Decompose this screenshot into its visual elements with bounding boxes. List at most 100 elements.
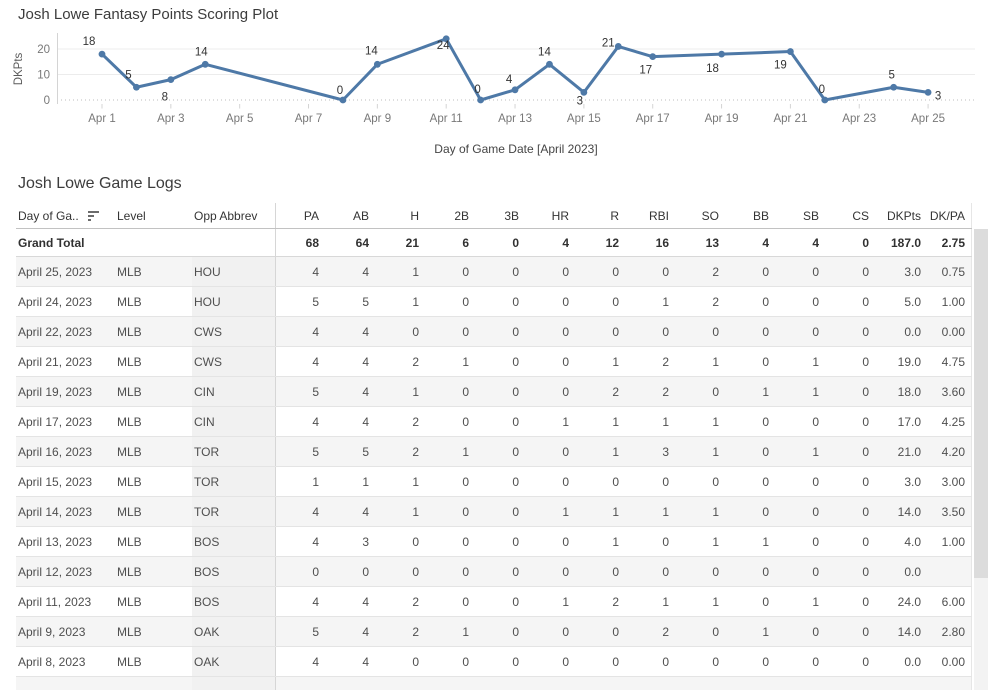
column-header-3b[interactable]: 3B [475,203,525,228]
cell-stat: 1 [662,504,669,519]
column-header-pa[interactable]: PA [275,203,325,228]
data-point-apr-3[interactable] [167,76,175,83]
cell-stat: 1 [662,594,669,609]
x-tick-label: Apr 9 [364,113,392,125]
cell-stat: 1 [762,624,769,639]
point-label: 4 [506,74,513,86]
sort-descending-icon[interactable] [87,210,99,221]
point-label: 5 [888,69,894,81]
cell-stat: 6.00 [927,587,972,616]
cell-stat: 0 [562,294,569,309]
column-header-2b[interactable]: 2B [425,203,475,228]
cell-stat: 0 [762,594,769,609]
point-label: 3 [577,95,583,107]
column-header-label: 2B [454,208,469,223]
column-header-dk-pa[interactable]: DK/PA [927,203,972,228]
cell-level: MLB [117,444,142,459]
cell-stat: 3.60 [927,377,972,406]
cell-grand-total-value: 16 [655,235,669,250]
cell [675,677,725,690]
column-header-sb[interactable]: SB [775,203,825,228]
table-row[interactable]: April 22, 2023 MLB CWS 4 4 0 0 0 0 0 0 0 0 0 0 0.0 0.00 [16,317,972,347]
data-point-apr-2[interactable] [133,83,140,91]
column-header-day-of-ga-[interactable]: Day of Ga.. [16,203,115,228]
column-header-ab[interactable]: AB [325,203,375,228]
cell-opp: BOS [192,587,275,616]
cell-stat: 0 [562,324,569,339]
cell-stat: 1 [562,504,569,519]
column-header-level[interactable]: Level [115,203,192,228]
cell-stat: 0 [512,654,519,669]
table-scrollbar-thumb[interactable] [974,229,988,578]
data-point-apr-14[interactable] [546,60,553,68]
column-header-label: BB [752,208,769,223]
point-label: 21 [602,37,615,49]
data-point-apr-9[interactable] [373,60,381,68]
cell-date: April 8, 2023 [18,654,86,669]
table-row[interactable]: April 21, 2023 MLB CWS 4 4 2 1 0 0 1 2 1 0 1 0 19.0 4.75 [16,347,972,377]
data-point-apr-1[interactable] [98,50,106,58]
data-point-apr-11[interactable] [442,35,450,43]
cell-stat: 4 [362,354,369,369]
data-point-apr-13[interactable] [511,86,519,94]
table-row[interactable]: April 11, 2023 MLB BOS 4 4 2 0 0 1 2 1 1 0 1 0 24.0 6.00 [16,587,972,617]
table-row[interactable]: April 15, 2023 MLB TOR 1 1 1 0 0 0 0 0 0 0 0 0 3.0 3.00 [16,467,972,497]
cell-stat: 0 [812,324,819,339]
data-point-apr-22[interactable] [821,96,829,104]
table-row[interactable]: April 17, 2023 MLB CIN 4 4 2 0 0 1 1 1 1 0 0 0 17.0 4.25 [16,407,972,437]
fantasy-points-line-chart: 0 10 20 DKPts Apr 1 Apr 3 Apr 5 Apr 7 Apr 9 Apr 1… [13,33,975,156]
cell-stat: 0 [462,564,469,579]
data-point-apr-8[interactable] [339,96,347,104]
table-row[interactable]: April 19, 2023 MLB CIN 5 4 1 0 0 0 2 2 0 1 1 0 18.0 3.60 [16,377,972,407]
cell-stat: 0 [662,474,669,489]
data-point-apr-24[interactable] [890,83,898,91]
cell-grand-total-value: 0 [862,235,869,250]
cell-stat: 1 [612,504,619,519]
table-row[interactable]: April 24, 2023 MLB HOU 5 5 1 0 0 0 0 1 2 0 0 0 5.0 1.00 [16,287,972,317]
point-label: 14 [195,46,208,58]
data-point-apr-21[interactable] [787,48,794,55]
data-point-apr-17[interactable] [649,53,657,61]
column-header-dkpts[interactable]: DKPts [875,203,927,228]
column-header-r[interactable]: R [575,203,625,228]
column-header-rbi[interactable]: RBI [625,203,675,228]
table-scrollbar-track[interactable] [974,229,988,690]
column-header-opp-abbrev[interactable]: Opp Abbrev [192,203,275,228]
data-point-apr-19[interactable] [718,50,725,58]
column-header-hr[interactable]: HR [525,203,575,228]
data-point-apr-12[interactable] [477,96,485,104]
data-point-apr-16[interactable] [614,43,622,50]
data-point-apr-15[interactable] [580,88,588,96]
table-row[interactable]: April 12, 2023 MLB BOS 0 0 0 0 0 0 0 0 0 0 0 0 0.0 [16,557,972,587]
table-row[interactable]: April 8, 2023 MLB OAK 4 4 0 0 0 0 0 0 0 0 0 0 0.0 0.00 [16,647,972,677]
cell-stat: 0 [412,534,419,549]
cell-stat: 1 [712,594,719,609]
cell [115,677,192,690]
table-row[interactable]: April 9, 2023 MLB OAK 5 4 2 1 0 0 0 2 0 1 0 0 14.0 2.80 [16,617,972,647]
column-header-h[interactable]: H [375,203,425,228]
cell-stat: 1 [762,384,769,399]
table-row[interactable]: April 25, 2023 MLB HOU 4 4 1 0 0 0 0 0 2 0 0 0 3.0 0.75 [16,257,972,287]
table-row[interactable]: April 16, 2023 MLB TOR 5 5 2 1 0 0 1 3 1 0 1 0 21.0 4.20 [16,437,972,467]
data-point-apr-25[interactable] [924,88,932,96]
table-row[interactable]: April 13, 2023 MLB BOS 4 3 0 0 0 0 1 0 1 1 0 0 4.0 1.00 [16,527,972,557]
cell-opp: BOS [192,557,275,586]
table-row[interactable]: April 14, 2023 MLB TOR 4 4 1 0 0 1 1 1 1 0 0 0 14.0 3.50 [16,497,972,527]
data-point-apr-4[interactable] [201,60,209,68]
table-header-row: Day of Ga.. Level Opp Abbrev PA AB H 2B 3B HR R RB… [16,203,972,229]
cell-opp: OAK [192,647,275,676]
grand-total-row[interactable]: Grand Total 68 64 21 6 0 4 12 16 13 4 4 0 187.0 2.75 [16,229,972,257]
cell-stat: 4.25 [927,407,972,436]
column-header-cs[interactable]: CS [825,203,875,228]
cell-grand-total-value: 21 [405,235,419,250]
cell-grand-total-value: 13 [705,235,719,250]
column-header-bb[interactable]: BB [725,203,775,228]
cell-stat: 5 [275,617,325,646]
cell-stat: 0 [562,474,569,489]
game-logs-title: Josh Lowe Game Logs [18,175,182,192]
y-tick-label: 0 [44,95,50,107]
column-header-label: R [610,208,619,223]
table-row-partial[interactable] [16,677,972,690]
column-header-so[interactable]: SO [675,203,725,228]
